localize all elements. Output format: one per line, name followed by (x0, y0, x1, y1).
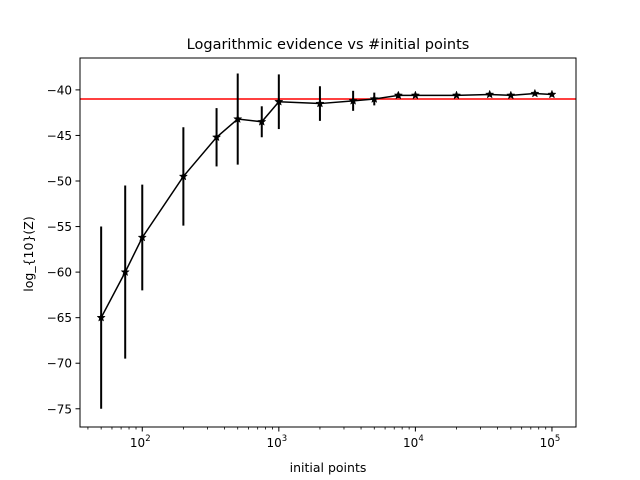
data-point (547, 89, 557, 99)
y-tick-label: −70 (47, 357, 72, 371)
data-point (410, 90, 421, 100)
y-tick-label: −55 (47, 220, 72, 234)
data-point (530, 88, 540, 98)
y-tick-label: −75 (47, 402, 72, 416)
data-point (96, 312, 106, 322)
y-tick-label: −40 (47, 83, 72, 97)
data-point (120, 267, 130, 277)
data-point (257, 116, 267, 126)
y-tick-label: −60 (47, 266, 72, 280)
series-line (100, 92, 552, 319)
y-tick-label: −45 (47, 129, 72, 143)
data-point (393, 90, 403, 100)
y-tick-label: −65 (47, 311, 72, 325)
data-point (485, 89, 495, 99)
y-tick-label: −50 (47, 175, 72, 189)
chart-title: Logarithmic evidence vs #initial points (187, 37, 470, 53)
data-point (348, 95, 358, 105)
data-point (506, 90, 516, 100)
data-point (369, 94, 379, 103)
data-point (274, 96, 284, 106)
data-point (137, 232, 147, 242)
data-point (211, 132, 222, 142)
axes-frame (79, 57, 577, 428)
plot-area (80, 73, 576, 409)
y-axis-label: log_{10}(Z) (21, 216, 36, 291)
data-point (178, 171, 189, 181)
data-point (451, 90, 462, 100)
data-point (315, 98, 325, 108)
data-point (233, 114, 243, 124)
y-axis: −40 −45 −50 −55 −60 −65 −70 −75 (47, 83, 80, 416)
x-axis-label: initial points (290, 460, 367, 475)
